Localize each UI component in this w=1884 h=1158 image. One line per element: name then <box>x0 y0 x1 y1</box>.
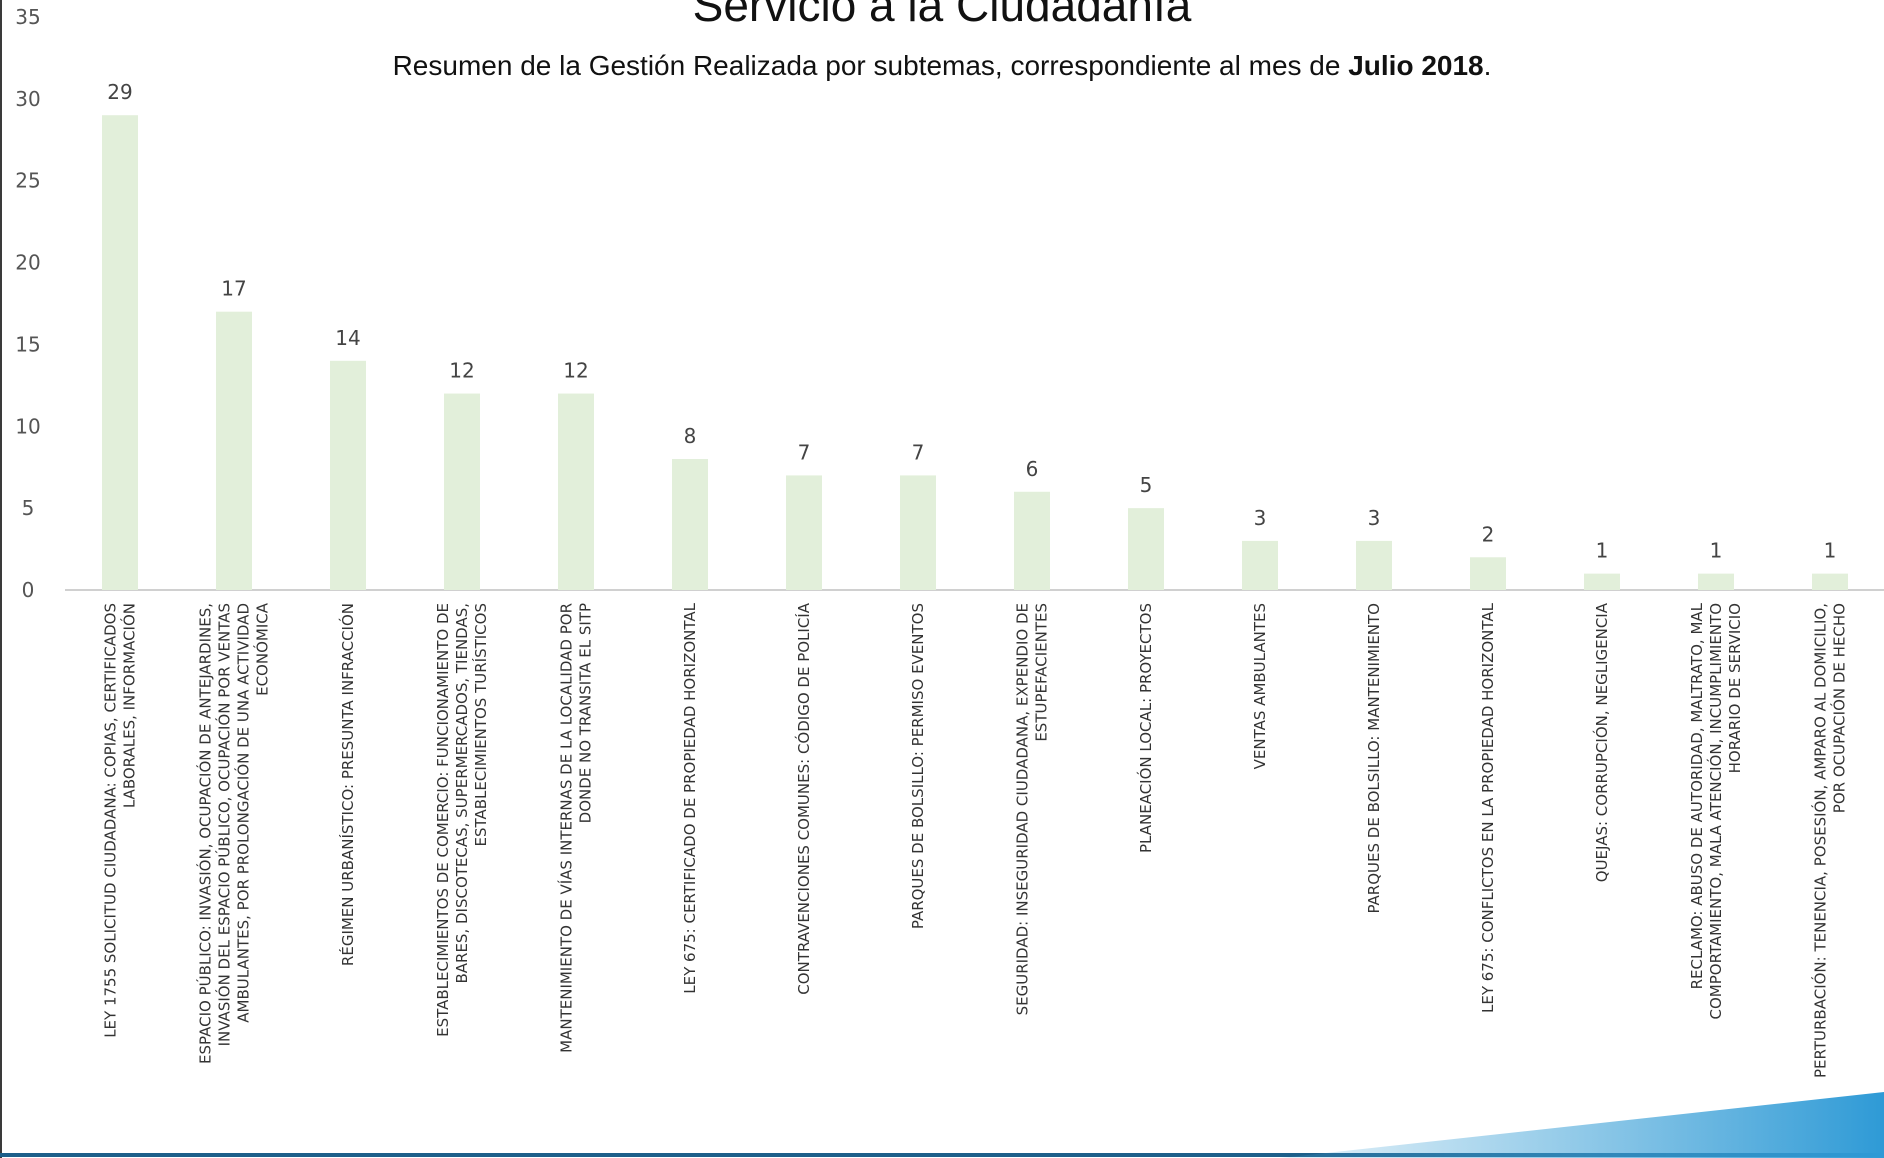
category-label-line: ESTABLECIMIENTOS DE COMERCIO: FUNCIONAMI… <box>434 603 452 1037</box>
data-label: 12 <box>449 359 474 383</box>
y-tick-label: 0 <box>22 578 35 602</box>
bar <box>558 393 594 590</box>
data-label: 17 <box>221 277 246 301</box>
bar <box>1584 573 1620 590</box>
data-label: 3 <box>1368 506 1381 530</box>
category-label: LEY 675: CONFLICTOS EN LA PROPIEDAD HORI… <box>1479 602 1497 1013</box>
data-label: 1 <box>1596 539 1609 563</box>
bar <box>444 393 480 590</box>
bar <box>1470 557 1506 590</box>
data-label: 8 <box>684 424 697 448</box>
y-tick-label: 5 <box>22 496 35 520</box>
category-label: RÉGIMEN URBANÍSTICO: PRESUNTA INFRACCIÓN <box>338 603 357 966</box>
footer-swoosh <box>1280 1092 1884 1158</box>
category-label-line: DONDE NO TRANSITA EL SITP <box>577 603 595 823</box>
bar <box>1014 491 1050 590</box>
bars <box>102 115 1848 590</box>
category-label-line: BARES, DISCOTECAS, SUPERMERCADOS, TIENDA… <box>453 603 471 984</box>
data-label: 5 <box>1140 473 1153 497</box>
category-label-line: HORARIO DE SERVICIO <box>1726 603 1744 773</box>
category-label-line: POR OCUPACIÓN DE HECHO <box>1830 603 1849 813</box>
data-label: 29 <box>107 80 132 104</box>
category-label: RECLAMO: ABUSO DE AUTORIDAD, MALTRATO, M… <box>1688 602 1744 1019</box>
data-label: 1 <box>1710 539 1723 563</box>
category-label: MANTENIMIENTO DE VÍAS INTERNAS DE LA LOC… <box>557 603 595 1053</box>
chart-subtitle: Resumen de la Gestión Realizada por subt… <box>0 50 1884 82</box>
category-label: PARQUES DE BOLSILLO: MANTENIMIENTO <box>1365 603 1383 914</box>
category-label-line: RECLAMO: ABUSO DE AUTORIDAD, MALTRATO, M… <box>1688 602 1706 989</box>
bar <box>330 360 366 590</box>
category-label-line: INVASIÓN DEL ESPACIO PÚBLICO, OCUPACIÓN … <box>215 603 234 1046</box>
subtitle-period: . <box>1483 50 1492 81</box>
data-label: 12 <box>563 359 588 383</box>
category-label-line: PLANEACIÓN LOCAL: PROYECTOS <box>1136 603 1155 853</box>
bar <box>900 475 936 590</box>
category-label-line: ESPACIO PÚBLICO: INVASIÓN, OCUPACIÓN DE … <box>196 603 215 1064</box>
category-label-line: PARQUES DE BOLSILLO: MANTENIMIENTO <box>1365 603 1383 914</box>
bar <box>1812 573 1848 590</box>
category-label: ESTABLECIMIENTOS DE COMERCIO: FUNCIONAMI… <box>434 603 490 1037</box>
category-label-line: ESTUPEFACIENTES <box>1033 603 1051 742</box>
y-axis: 0 5 10 15 20 25 30 35 <box>15 5 40 602</box>
data-label: 7 <box>912 440 925 464</box>
bar <box>1698 573 1734 590</box>
category-label: ESPACIO PÚBLICO: INVASIÓN, OCUPACIÓN DE … <box>196 602 272 1064</box>
subtitle-month: Julio 2018 <box>1348 50 1484 81</box>
category-label-line: RÉGIMEN URBANÍSTICO: PRESUNTA INFRACCIÓN <box>338 603 357 966</box>
category-label-line: AMBULANTES, POR PROLONGACIÓN DE UNA ACTI… <box>234 603 253 1023</box>
category-label: PERTURBACIÓN: TENENCIA, POSESIÓN, AMPARO… <box>1811 603 1849 1078</box>
category-label-line: PARQUES DE BOLSILLO: PERMISO EVENTOS <box>909 603 927 929</box>
subtitle-text: Resumen de la Gestión Realizada por subt… <box>392 50 1349 81</box>
y-tick-label: 15 <box>15 332 40 356</box>
category-label: SEGURIDAD: INSEGURIDAD CIUDADANA, EXPEND… <box>1014 603 1051 1015</box>
bar <box>672 459 708 590</box>
category-label: VENTAS AMBULANTES <box>1251 603 1269 769</box>
category-label-line: PERTURBACIÓN: TENENCIA, POSESIÓN, AMPARO… <box>1811 603 1830 1078</box>
bar <box>786 475 822 590</box>
category-label-line: SEGURIDAD: INSEGURIDAD CIUDADANA, EXPEND… <box>1014 603 1032 1015</box>
category-label: PARQUES DE BOLSILLO: PERMISO EVENTOS <box>909 603 927 929</box>
y-tick-label: 10 <box>15 414 40 438</box>
bar <box>216 311 252 590</box>
bar <box>1242 540 1278 590</box>
category-label-line: LABORALES, INFORMACIÓN <box>120 603 139 808</box>
category-label: PLANEACIÓN LOCAL: PROYECTOS <box>1136 603 1155 853</box>
category-label-line: LEY 675: CERTIFICADO DE PROPIEDAD HORIZO… <box>681 602 699 993</box>
category-label: CONTRAVENCIONES COMUNES: CÓDIGO DE POLIC… <box>794 602 813 994</box>
data-label: 7 <box>798 440 811 464</box>
category-label-line: QUEJAS: CORRUPCIÓN, NEGLIGENCIA <box>1592 602 1611 882</box>
y-tick-label: 20 <box>15 251 40 275</box>
category-label-line: ESTABLECIMIENTOS TURÍSTICOS <box>471 603 490 847</box>
data-label: 3 <box>1254 506 1267 530</box>
category-label-line: ECONÓMICA <box>253 602 272 696</box>
category-label: LEY 1755 SOLICITUD CIUDADANA: COPIAS, CE… <box>102 603 139 1038</box>
category-label-line: CONTRAVENCIONES COMUNES: CÓDIGO DE POLIC… <box>794 602 813 994</box>
category-label-line: COMPORTAMIENTO, MALA ATENCIÓN, INCUMPLIM… <box>1706 603 1725 1019</box>
y-tick-label: 35 <box>15 5 40 29</box>
category-label-line: LEY 1755 SOLICITUD CIUDADANA: COPIAS, CE… <box>102 603 120 1038</box>
y-tick-label: 25 <box>15 169 40 193</box>
bar <box>102 115 138 590</box>
data-label: 1 <box>1824 539 1837 563</box>
data-labels: 29 17 14 12 12 8 7 7 6 5 3 3 2 1 1 1 <box>107 80 1836 562</box>
chart-title: Servicio a la Ciudadanía <box>692 0 1192 31</box>
category-labels: LEY 1755 SOLICITUD CIUDADANA: COPIAS, CE… <box>102 602 1849 1078</box>
category-label-line: LEY 675: CONFLICTOS EN LA PROPIEDAD HORI… <box>1479 602 1497 1013</box>
category-label: LEY 675: CERTIFICADO DE PROPIEDAD HORIZO… <box>681 602 699 993</box>
y-tick-label: 30 <box>15 87 40 111</box>
data-label: 6 <box>1026 457 1039 481</box>
data-label: 2 <box>1482 522 1495 546</box>
bar <box>1128 508 1164 590</box>
data-label: 14 <box>335 326 360 350</box>
category-label: QUEJAS: CORRUPCIÓN, NEGLIGENCIA <box>1592 602 1611 882</box>
bar <box>1356 540 1392 590</box>
category-label-line: MANTENIMIENTO DE VÍAS INTERNAS DE LA LOC… <box>557 603 576 1053</box>
category-label-line: VENTAS AMBULANTES <box>1251 603 1269 769</box>
left-border-line <box>0 0 2 1158</box>
